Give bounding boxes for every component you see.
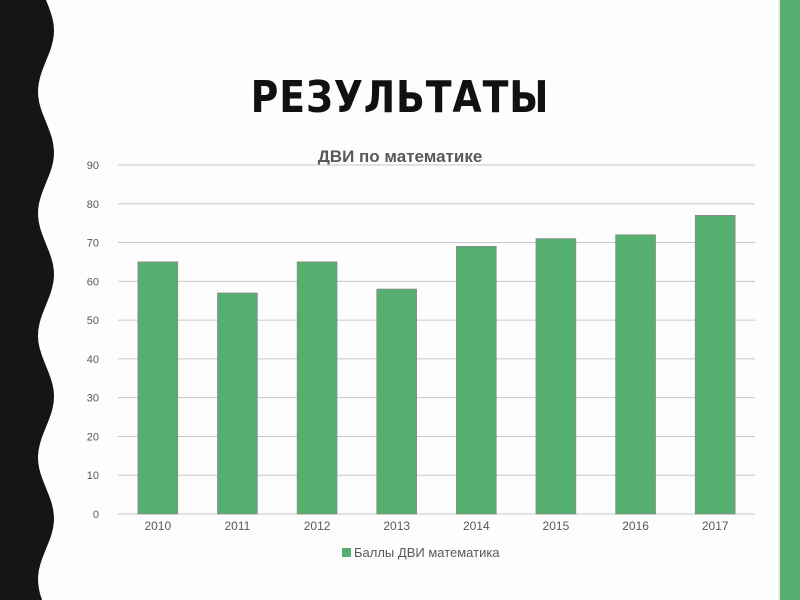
x-axis-tick-labels: 2010 2011 2012 2013 2014 2015 2016 2017 [144, 519, 728, 533]
wave-shape [0, 0, 54, 600]
bars [137, 214, 736, 515]
y-tick-label: 80 [87, 199, 99, 211]
right-accent-band [780, 0, 800, 600]
bar-2014 [455, 245, 497, 515]
x-tick-label: 2011 [224, 519, 250, 533]
bar-2016 [615, 234, 656, 515]
x-tick-label: 2013 [383, 519, 410, 533]
x-tick-label: 2010 [144, 519, 171, 533]
x-tick-label: 2014 [463, 519, 490, 533]
y-tick-label: 60 [87, 276, 99, 288]
bar-2015 [535, 238, 577, 515]
legend-swatch [342, 548, 351, 557]
bar-2012 [296, 261, 338, 515]
y-tick-label: 20 [87, 431, 99, 443]
bar-2013 [376, 288, 417, 515]
y-tick-label: 40 [87, 354, 99, 366]
x-tick-label: 2016 [622, 519, 649, 533]
x-tick-label: 2017 [702, 519, 729, 533]
x-tick-label: 2012 [304, 519, 331, 533]
y-tick-label: 50 [87, 315, 99, 327]
y-tick-label: 70 [87, 238, 99, 250]
x-tick-label: 2015 [543, 519, 570, 533]
gridlines [118, 164, 755, 515]
bar-2010 [137, 261, 179, 515]
legend: Баллы ДВИ математика [342, 545, 500, 560]
y-tick-label: 90 [87, 160, 99, 172]
legend-label: Баллы ДВИ математика [354, 545, 500, 560]
chart-title: ДВИ по математике [318, 147, 483, 166]
slide-title: РЕЗУЛЬТАТЫ [250, 72, 550, 123]
y-tick-label: 10 [87, 470, 99, 482]
bar-2011 [217, 292, 258, 515]
y-axis-tick-labels: 0 10 20 30 40 50 60 70 80 90 [87, 160, 99, 521]
y-tick-label: 30 [87, 393, 99, 405]
y-tick-label: 0 [93, 509, 99, 521]
right-band-edge [778, 0, 780, 600]
bar-2017 [694, 214, 736, 515]
left-decorative-wave-band [0, 0, 54, 600]
